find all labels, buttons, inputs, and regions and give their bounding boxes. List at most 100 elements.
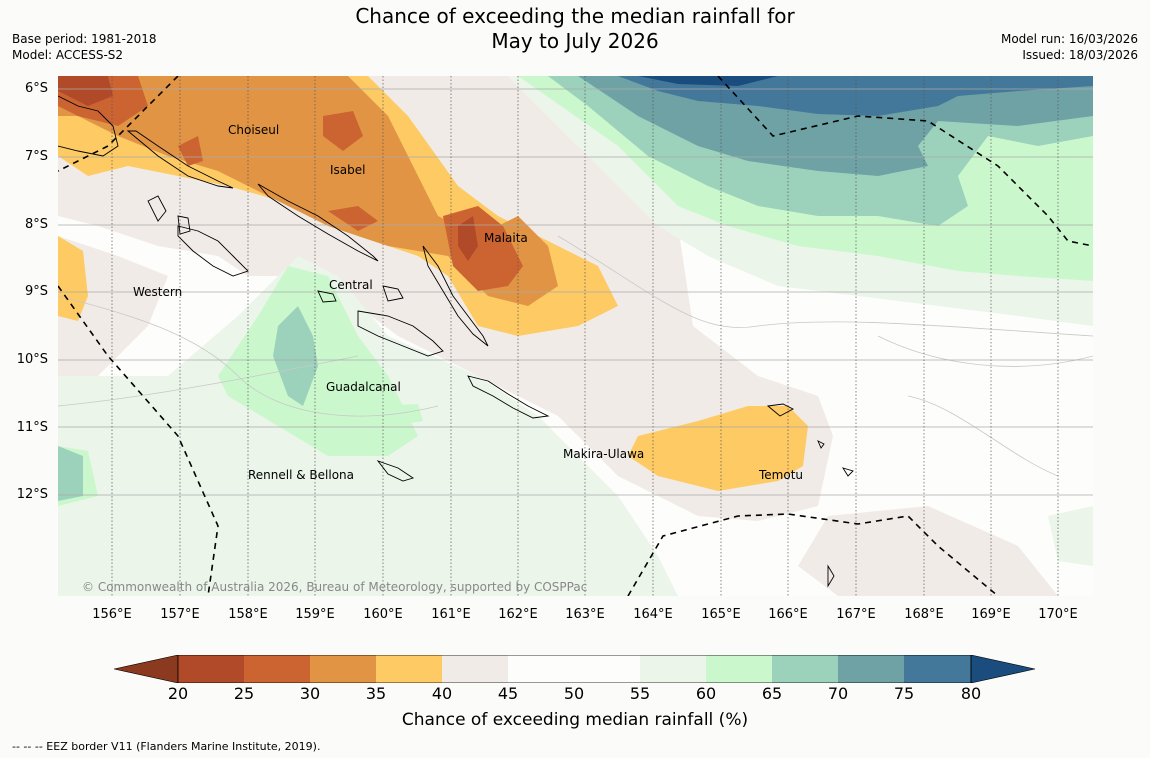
isabel-coast [257,183,379,262]
place-choiseul: Choiseul [228,123,280,137]
meta-right: Model run: 16/03/2026 Issued: 18/03/2026 [1001,31,1138,63]
place-central: Central [329,278,373,292]
lat-label-6s: 6°S [24,81,48,96]
map-title: Chance of exceeding the median rainfall … [0,4,1150,54]
coastlines [57,95,854,588]
lat-label-12s: 12°S [16,487,48,502]
colorbar-75-80 [904,655,971,683]
colorbar-tick-75: 75 [893,684,915,703]
colorbar-35-40 [376,655,442,683]
place-isabel: Isabel [330,163,366,177]
zone-75-80-northeast [618,76,1093,116]
rennell-coast [376,460,415,482]
meridians [111,76,1059,596]
eez-border-note: -- -- -- EEZ border V11 (Flanders Marine… [12,740,321,753]
ranongga-coast [177,215,191,235]
lon-label-170e: 170°E [1038,607,1078,622]
issued-date: Issued: 18/03/2026 [1022,48,1138,62]
map-area [57,75,1094,597]
colorbar-tick-70: 70 [827,684,849,703]
temotu-islet-2 [841,467,854,477]
colorbar-tick-25: 25 [233,684,255,703]
zone-25-30-choiseul [178,136,203,166]
colorbar-40-45 [442,655,508,683]
zone-25-30-isabel [323,111,363,151]
zone-20-25-malaita [458,216,478,261]
florida-coast [382,285,404,302]
lat-label-8s: 8°S [24,217,48,232]
lon-label-164e: 164°E [633,607,673,622]
colorbar-tick-65: 65 [761,684,783,703]
colorbar-tick-80: 80 [960,684,982,703]
colorbar-below-20 [114,655,179,683]
eez-north-west [57,75,179,172]
copyright-notice: © Commonwealth of Australia 2026, Bureau… [82,580,588,594]
lon-label-157e: 157°E [160,607,200,622]
place-guadalcanal: Guadalcanal [326,380,401,394]
lon-label-156e: 156°E [92,607,132,622]
zone-35-40-west [58,236,88,321]
zone-40-45-west [58,236,168,381]
zone-65-70-guadalcanal [273,306,318,406]
bougainville-coast [57,95,119,157]
zone-65-70-west [58,446,83,501]
place-western: Western [133,285,183,299]
central-islands-coast [317,290,337,303]
meta-left: Base period: 1981-2018 Model: ACCESS-S2 [12,31,157,63]
colorbar [114,655,1036,683]
model-name: Model: ACCESS-S2 [12,48,124,62]
colorbar-tick-60: 60 [695,684,717,703]
lon-label-161e: 161°E [431,607,471,622]
lon-label-160e: 160°E [363,607,403,622]
eez-south-west [57,285,219,597]
title-line-2: May to July 2026 [491,29,659,53]
malaita-coast [422,245,489,347]
colorbar-tick-20: 20 [167,684,189,703]
lon-label-169e: 169°E [971,607,1011,622]
colorbar-50-55 [574,655,640,683]
lat-label-7s: 7°S [24,149,48,164]
base-period: Base period: 1981-2018 [12,32,157,46]
colorbar-70-75 [838,655,904,683]
place-makira-ulawa: Makira-Ulawa [563,447,645,461]
graticule [58,88,1093,496]
colorbar-title: Chance of exceeding median rainfall (%) [401,710,749,730]
colorbar-tick-50: 50 [563,684,585,703]
colorbar-45-50 [508,655,574,683]
lon-label-165e: 165°E [701,607,741,622]
eez-north-east [717,75,1094,247]
lat-label-10s: 10°S [16,352,48,367]
colorbar-65-70 [772,655,838,683]
colorbar-tick-55: 55 [629,684,651,703]
colorbar-tick-35: 35 [365,684,387,703]
lat-label-11s: 11°S [16,420,48,435]
temotu-islet-1 [817,440,825,449]
colorbar-above-80 [970,655,1036,683]
rainfall-map [57,75,1094,597]
lon-label-166e: 166°E [768,607,808,622]
lon-label-168e: 168°E [904,607,944,622]
zone-80-plus [638,76,778,86]
zone-40-45-southeast [798,506,1058,596]
colorbar-tick-45: 45 [497,684,519,703]
colorbar-tick-30: 30 [299,684,321,703]
colorbar-60-65 [706,655,772,683]
title-line-1: Chance of exceeding the median rainfall … [355,4,795,28]
lon-label-163e: 163°E [565,607,605,622]
lon-label-159e: 159°E [295,607,335,622]
zone-30-35-north [58,76,558,306]
lat-label-9s: 9°S [24,284,48,299]
zone-55-60-east [1048,506,1093,566]
place-temotu: Temotu [759,468,804,482]
choiseul-coast [126,130,234,189]
vella-lavella-coast [147,195,167,222]
santa-cruz-islet [827,564,835,588]
place-malaita: Malaita [484,231,528,245]
colorbar-25-30 [244,655,310,683]
eez-borders [57,75,1094,597]
zone-60-65-guadalcanal [218,266,418,456]
eez-south [627,513,999,597]
temotu-coast [766,403,794,417]
lon-label-158e: 158°E [228,607,268,622]
lon-label-167e: 167°E [836,607,876,622]
